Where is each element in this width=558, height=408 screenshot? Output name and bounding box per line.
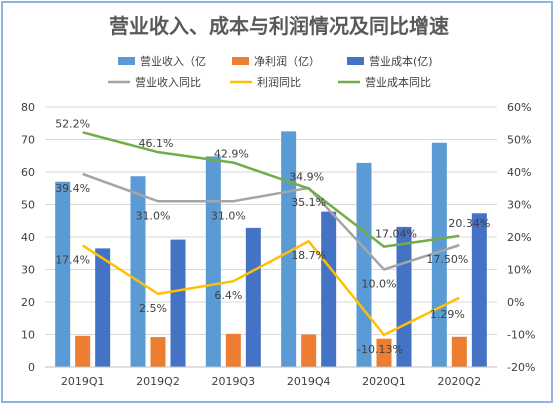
legend-label: 营业成本(亿) bbox=[369, 54, 433, 68]
bar bbox=[150, 337, 166, 367]
left-axis-tick-label: 30 bbox=[21, 264, 35, 277]
left-axis-tick-label: 80 bbox=[21, 101, 35, 114]
bar bbox=[301, 334, 317, 367]
data-label: 10.0% bbox=[362, 278, 397, 291]
legend-swatch bbox=[347, 57, 364, 65]
x-axis-tick-label: 2020Q2 bbox=[438, 375, 482, 388]
legend: 营业收入（亿 净利润（亿） 营业成本(亿) 营业收入同比 利润同比 营业成本同比 bbox=[108, 54, 433, 89]
data-label: 31.0% bbox=[211, 209, 246, 222]
bar bbox=[95, 248, 111, 367]
data-label: 17.04% bbox=[375, 228, 417, 241]
data-label: 46.1% bbox=[139, 137, 174, 150]
data-label: -10.13% bbox=[357, 343, 403, 356]
left-axis-tick-label: 20 bbox=[21, 296, 35, 309]
data-label: 20.34% bbox=[448, 217, 490, 230]
legend-swatch bbox=[118, 57, 135, 65]
bar bbox=[356, 162, 372, 367]
chart-frame bbox=[1, 1, 553, 403]
legend-label: 净利润（亿） bbox=[254, 54, 320, 68]
right-axis-tick-label: 40% bbox=[507, 166, 531, 179]
left-axis-tick-label: 50 bbox=[21, 199, 35, 212]
x-axis-tick-label: 2019Q4 bbox=[287, 375, 331, 388]
legend-swatch bbox=[232, 57, 249, 65]
data-label: 39.4% bbox=[55, 182, 90, 195]
data-label: 17.50% bbox=[426, 253, 468, 266]
right-axis-tick-label: 0% bbox=[507, 296, 524, 309]
x-axis-tick-label: 2019Q1 bbox=[61, 375, 105, 388]
legend-label: 利润同比 bbox=[257, 75, 301, 89]
x-axis-tick-label: 2019Q3 bbox=[212, 375, 256, 388]
right-axis-tick-label: -20% bbox=[507, 361, 535, 374]
left-axis-tick-label: 60 bbox=[21, 166, 35, 179]
right-axis-tick-label: 30% bbox=[507, 199, 531, 212]
series-line bbox=[81, 239, 460, 337]
series-line bbox=[82, 172, 460, 271]
bar bbox=[75, 335, 91, 367]
data-label: 1.29% bbox=[430, 308, 465, 321]
left-axis-tick-label: 10 bbox=[21, 329, 35, 342]
legend-label: 营业收入同比 bbox=[135, 75, 201, 89]
data-label-layer: 39.4% 31.0% 31.0% 35.1% 10.0% 17.50% 17.4% 2.5%… bbox=[55, 117, 490, 356]
right-axis-tick-label: 60% bbox=[507, 101, 531, 114]
bar bbox=[376, 338, 392, 367]
data-label: 31.0% bbox=[136, 209, 171, 222]
legend-label: 营业成本同比 bbox=[365, 75, 431, 89]
left-axis-tick-label: 70 bbox=[21, 134, 35, 147]
bar-layer bbox=[55, 131, 487, 367]
gridlines bbox=[45, 106, 497, 368]
data-label: 34.9% bbox=[289, 171, 324, 184]
bar bbox=[55, 181, 71, 367]
bar bbox=[451, 336, 467, 367]
right-axis-tick-label: -10% bbox=[507, 329, 535, 342]
left-axis-tick-label: 0 bbox=[28, 361, 35, 374]
data-label: 35.1% bbox=[291, 196, 326, 209]
data-label: 2.5% bbox=[139, 302, 167, 315]
right-axis-tick-label: 10% bbox=[507, 264, 531, 277]
x-axis-tick-label: 2020Q1 bbox=[362, 375, 406, 388]
left-axis-tick-label: 40 bbox=[21, 231, 35, 244]
bar bbox=[130, 176, 146, 367]
data-label: 17.4% bbox=[55, 253, 90, 266]
bar bbox=[205, 156, 221, 367]
x-axis-tick-label: 2019Q2 bbox=[136, 375, 180, 388]
bar bbox=[321, 211, 337, 367]
bar bbox=[471, 213, 487, 367]
bar bbox=[431, 142, 447, 367]
axis-layer: 0 10 20 30 40 50 60 70 80 -20% -10% 0% 10% 20% 30% 40% 5… bbox=[21, 101, 535, 388]
bar bbox=[245, 227, 261, 367]
data-label: 6.4% bbox=[214, 289, 242, 302]
line-layer bbox=[81, 131, 460, 337]
bar bbox=[170, 239, 186, 367]
data-label: 42.9% bbox=[214, 148, 249, 161]
data-label: 18.7% bbox=[291, 249, 326, 262]
data-label: 52.2% bbox=[55, 117, 90, 130]
series-line bbox=[82, 131, 460, 248]
chart-title: 营业收入、成本与利润情况及同比增速 bbox=[109, 14, 449, 38]
right-axis-tick-label: 20% bbox=[507, 231, 531, 244]
bar bbox=[225, 333, 241, 367]
legend-label: 营业收入（亿 bbox=[140, 54, 206, 68]
right-axis-tick-label: 50% bbox=[507, 134, 531, 147]
